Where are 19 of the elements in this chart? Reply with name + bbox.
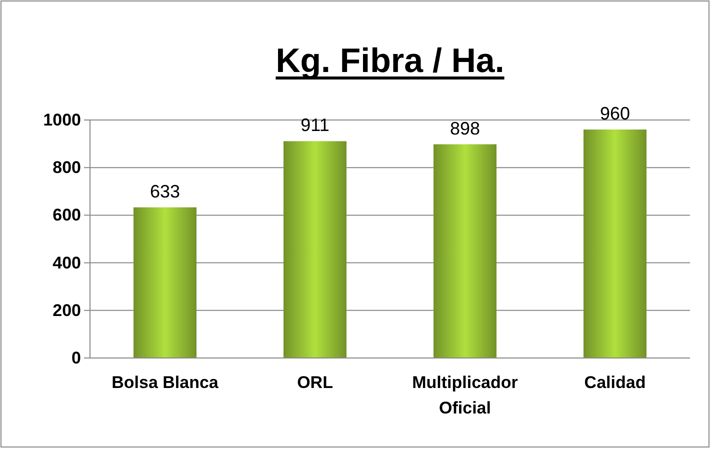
bar <box>284 141 346 358</box>
bar <box>134 207 196 358</box>
y-tick-label: 200 <box>52 300 81 320</box>
y-tick-label: 800 <box>52 158 81 178</box>
chart-title: Kg. Fibra / Ha. <box>276 42 504 80</box>
y-tick-label: 600 <box>52 206 81 225</box>
x-tick-label: Calidad <box>584 373 646 392</box>
bar <box>434 144 496 358</box>
bar <box>584 130 646 358</box>
data-label: 898 <box>450 118 480 138</box>
y-tick-label: 400 <box>52 253 81 272</box>
data-label: 911 <box>300 115 330 136</box>
y-tick-label: 1000 <box>43 110 81 130</box>
x-tick-label: ORL <box>297 373 333 392</box>
data-label: 633 <box>150 181 180 202</box>
x-tick-label: Multiplicador Oficial <box>412 373 518 418</box>
y-tick-label: 0 <box>72 348 81 368</box>
x-tick-label: Bolsa Blanca <box>112 373 219 392</box>
data-label: 960 <box>600 104 630 124</box>
